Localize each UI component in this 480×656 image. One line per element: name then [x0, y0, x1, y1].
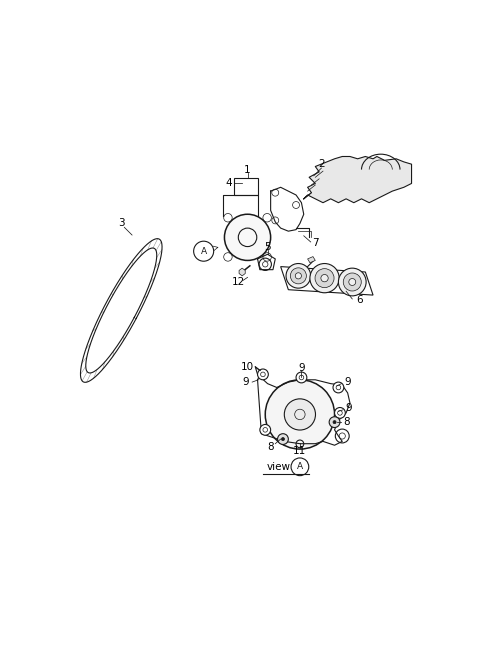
Circle shape [225, 215, 271, 260]
Circle shape [343, 273, 361, 291]
Text: 11: 11 [293, 446, 307, 457]
Text: A: A [297, 462, 303, 471]
Text: 5: 5 [264, 241, 271, 252]
Circle shape [290, 268, 306, 284]
Circle shape [260, 424, 271, 435]
Text: 9: 9 [346, 403, 352, 413]
Circle shape [286, 264, 311, 288]
Circle shape [315, 269, 334, 288]
Text: 9: 9 [344, 377, 351, 387]
Circle shape [335, 407, 345, 419]
Text: 4: 4 [226, 178, 232, 188]
Circle shape [258, 369, 268, 380]
Circle shape [281, 438, 285, 441]
Text: 3: 3 [118, 218, 125, 228]
Circle shape [349, 279, 356, 285]
Polygon shape [304, 157, 411, 203]
Text: 8: 8 [267, 441, 274, 452]
Text: view: view [266, 462, 290, 472]
Text: 6: 6 [357, 295, 363, 306]
Circle shape [277, 434, 288, 445]
Text: 7: 7 [312, 239, 319, 249]
Circle shape [321, 274, 328, 282]
Text: 1: 1 [244, 165, 251, 174]
Circle shape [333, 420, 336, 424]
Circle shape [329, 417, 340, 428]
Polygon shape [308, 256, 315, 263]
Text: 8: 8 [343, 417, 349, 427]
Circle shape [265, 380, 335, 449]
Text: 9: 9 [243, 377, 249, 387]
Circle shape [284, 399, 315, 430]
Circle shape [333, 382, 344, 393]
Text: 9: 9 [298, 363, 305, 373]
Circle shape [295, 273, 301, 279]
Circle shape [310, 264, 339, 293]
Circle shape [338, 268, 366, 296]
Circle shape [296, 372, 307, 383]
Text: 12: 12 [232, 277, 245, 287]
Text: 2: 2 [318, 159, 325, 169]
Text: 10: 10 [241, 361, 254, 372]
Text: A: A [201, 247, 207, 256]
Polygon shape [239, 268, 245, 276]
